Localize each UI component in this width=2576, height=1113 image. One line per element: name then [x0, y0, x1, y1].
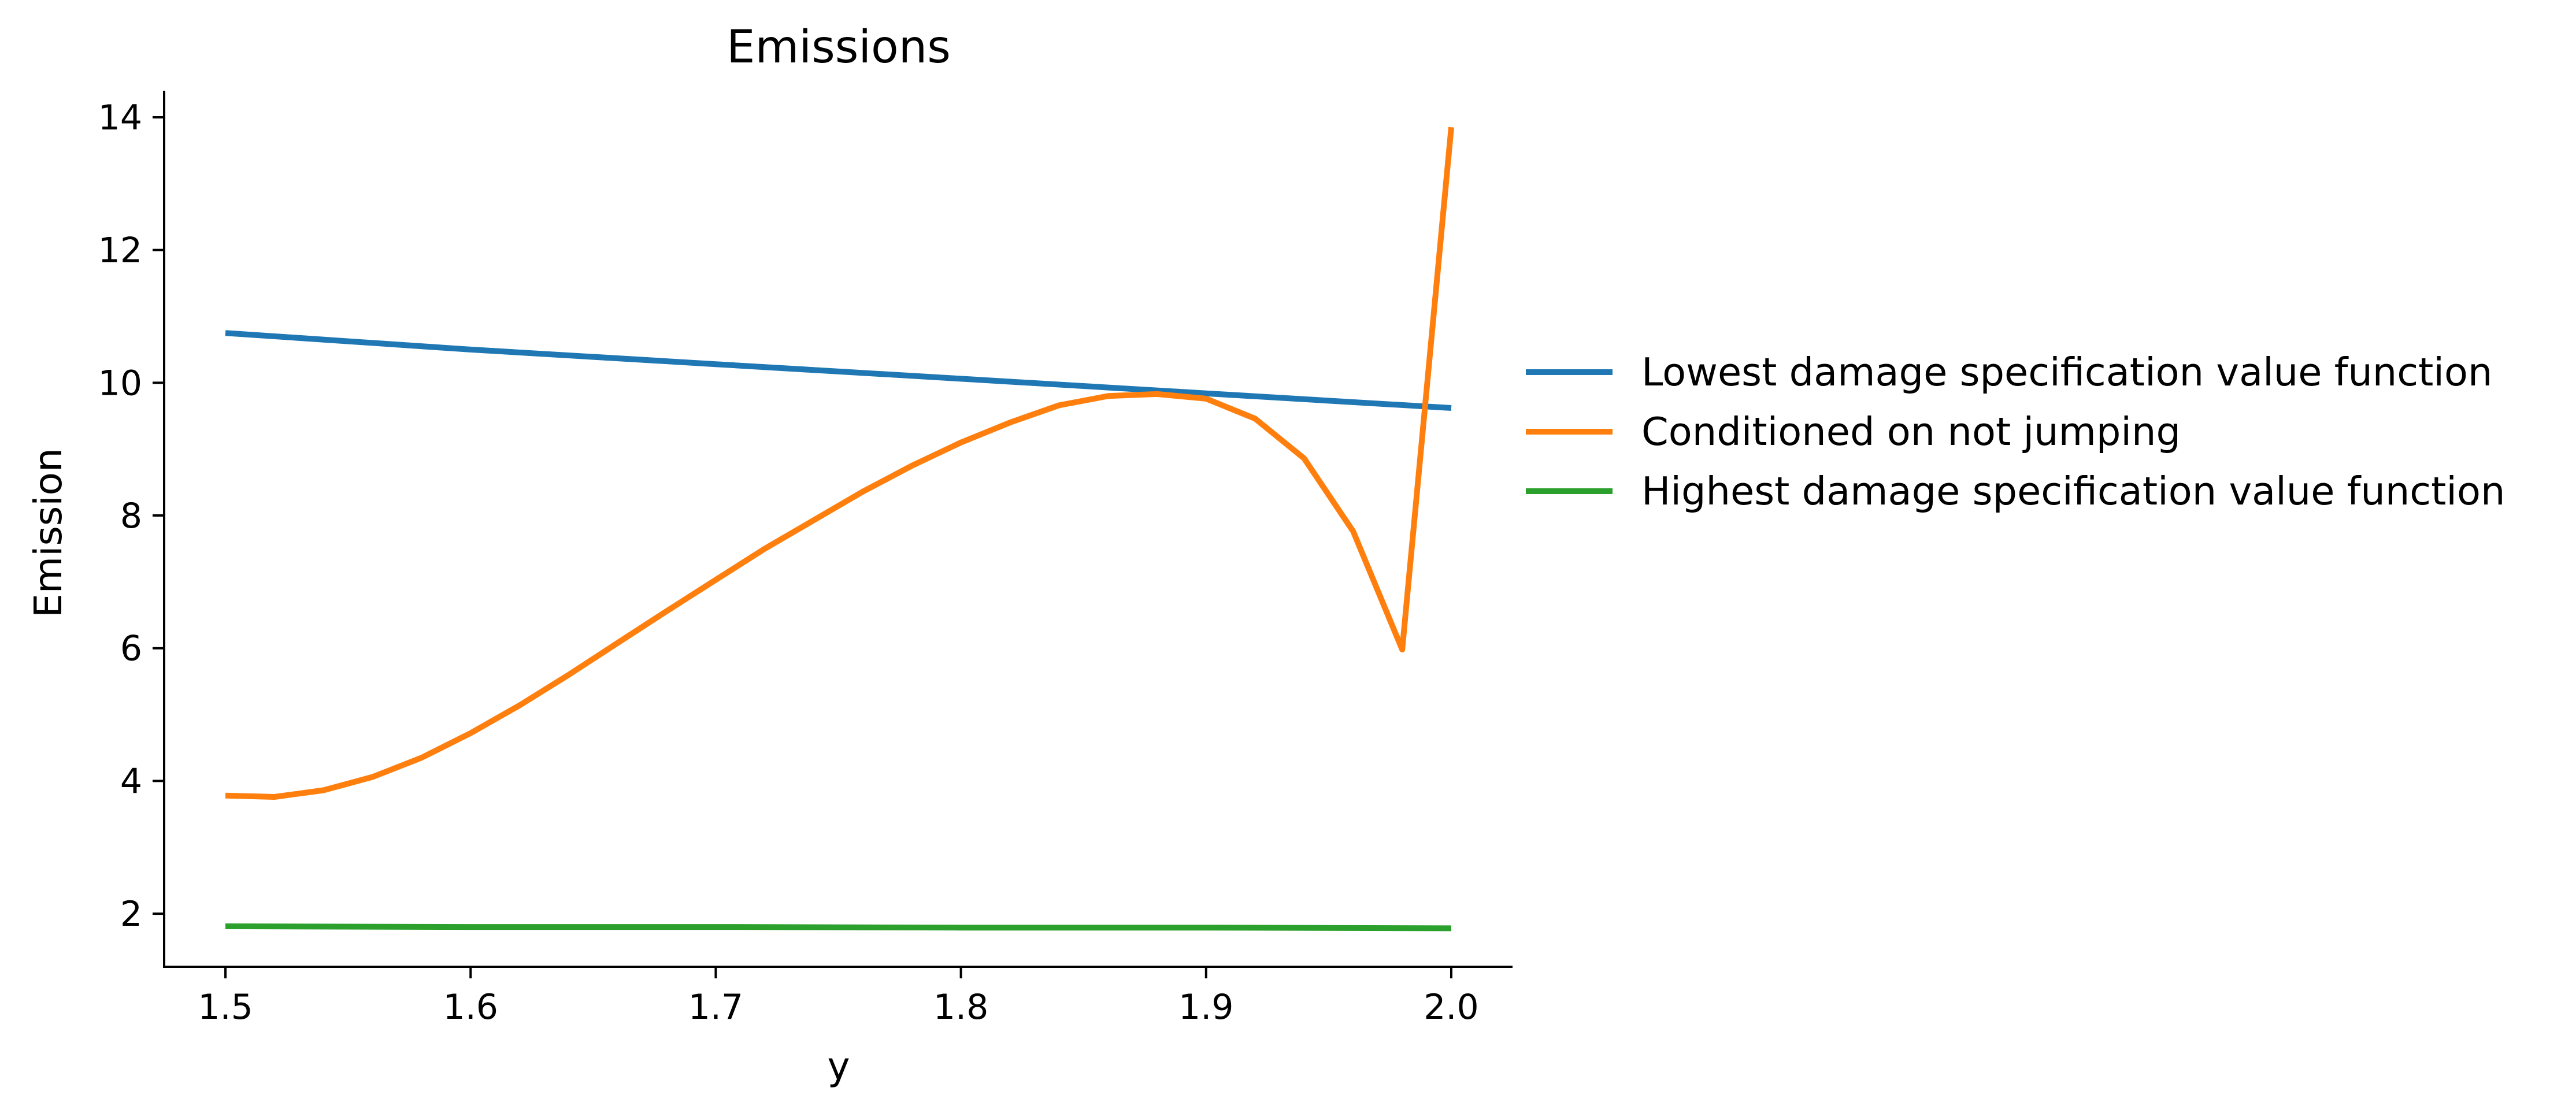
legend-label-1: Lowest damage specification value functi…: [1641, 350, 2492, 395]
chart-title: Emissions: [727, 21, 951, 73]
series-line-2: [225, 127, 1454, 800]
y-tick-label: 2: [120, 894, 142, 934]
x-tick-label: 1.8: [933, 987, 988, 1027]
series-line-1: [225, 330, 1452, 411]
axes: [163, 91, 1513, 968]
y-tick-label: 8: [120, 496, 142, 536]
x-tick-label: 1.9: [1178, 987, 1233, 1027]
legend-label-3: Highest damage specification value funct…: [1641, 469, 2505, 514]
legend: Lowest damage specification value functi…: [1526, 350, 2505, 514]
series-lines: [225, 127, 1454, 932]
x-axis-label: y: [827, 1044, 850, 1089]
y-tick-label: 10: [98, 363, 142, 403]
x-ticks: 1.5 1.6 1.7 1.8 1.9 2.0: [198, 967, 1479, 1027]
series-line-3: [225, 923, 1452, 932]
legend-label-2: Conditioned on not jumping: [1641, 409, 2181, 454]
y-tick-label: 6: [120, 629, 142, 669]
y-tick-label: 12: [98, 231, 142, 271]
y-axis-label: Emission: [26, 448, 71, 618]
x-tick-label: 2.0: [1424, 987, 1478, 1027]
x-tick-label: 1.7: [688, 987, 743, 1027]
y-tick-label: 4: [120, 761, 142, 802]
x-tick-label: 1.6: [443, 987, 498, 1027]
y-tick-label: 14: [98, 98, 142, 138]
x-tick-label: 1.5: [198, 987, 253, 1027]
y-ticks: 2 4 6 8 10 12 14: [98, 98, 164, 934]
